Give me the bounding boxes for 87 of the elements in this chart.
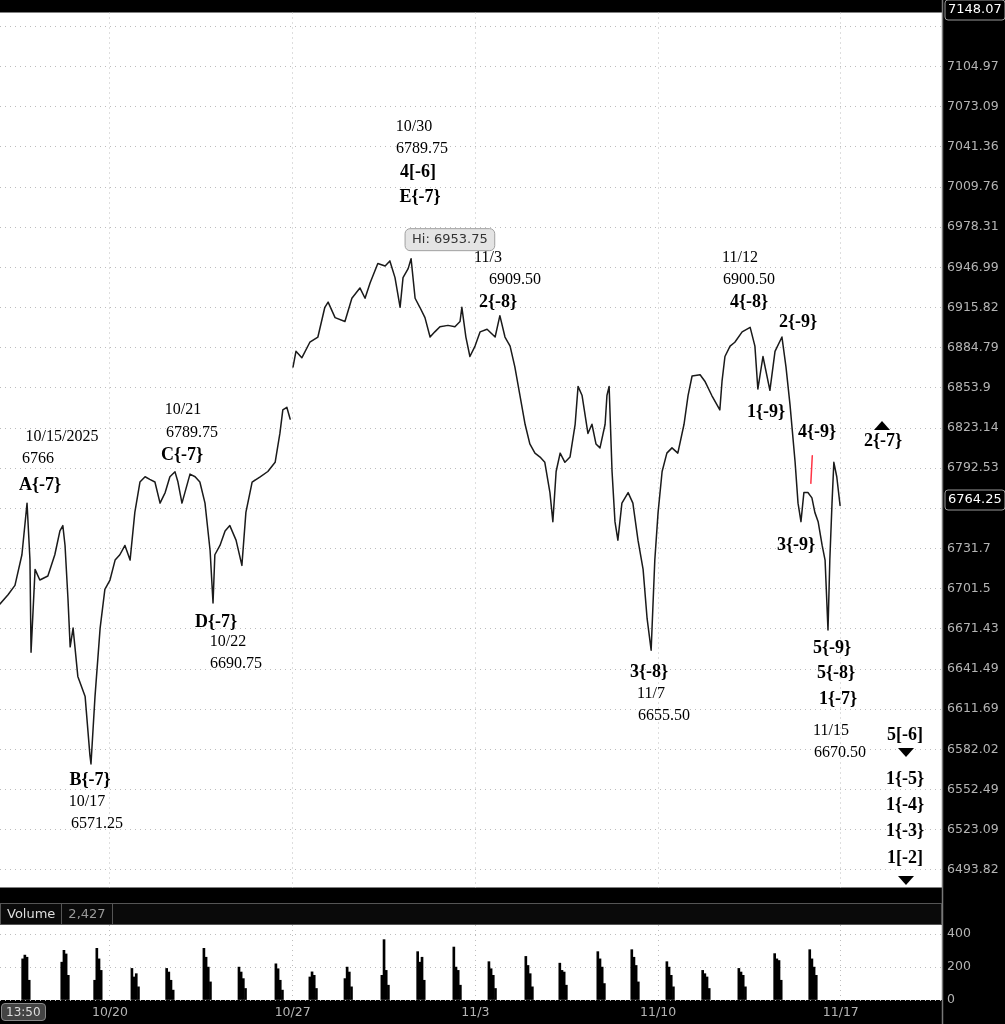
annotation: 4{-8} bbox=[729, 290, 769, 311]
y-tick-label: 6611.69 bbox=[947, 700, 999, 716]
y-tick-label: 6641.49 bbox=[947, 660, 999, 676]
y-tick-label: 6582.02 bbox=[947, 740, 999, 756]
annotation: 10/15/2025 bbox=[25, 427, 99, 445]
bar bbox=[21, 958, 25, 1000]
annotation: B{-7} bbox=[69, 768, 111, 789]
annotation: 6789.75 bbox=[166, 423, 218, 441]
annotation: E{-7} bbox=[399, 185, 441, 206]
y-tick-label: 6552.49 bbox=[947, 780, 999, 796]
annotation: 6766 bbox=[22, 449, 54, 467]
y-tick-label: 6792.53 bbox=[947, 459, 999, 475]
x-tick-label: 11/17 bbox=[822, 1003, 859, 1019]
annotation: 11/15 bbox=[813, 721, 849, 739]
bar bbox=[95, 948, 99, 1000]
y-tick-label: 7073.09 bbox=[947, 97, 999, 113]
y-tick-label: 7009.76 bbox=[947, 178, 999, 194]
annotation: 10/21 bbox=[164, 400, 202, 418]
annotation: 1{-9} bbox=[746, 400, 786, 421]
annotation: 1{-4} bbox=[885, 793, 925, 814]
y-tick-label: 6823.14 bbox=[947, 419, 999, 435]
y-tick-label: 6915.82 bbox=[947, 298, 999, 314]
text: 2,427 bbox=[62, 904, 113, 924]
annotation: 11/3 bbox=[474, 248, 502, 266]
y-tick-label: 6978.31 bbox=[947, 218, 999, 234]
bar bbox=[416, 951, 420, 1000]
annotation: 1{-3} bbox=[885, 819, 925, 840]
bar bbox=[596, 951, 600, 1000]
y-tick-label: 6493.82 bbox=[947, 861, 999, 877]
annotation: 6909.50 bbox=[489, 270, 541, 288]
bar bbox=[741, 975, 745, 1000]
x-tick-label: 11/3 bbox=[461, 1003, 490, 1019]
chart-title: Volume bbox=[1, 904, 63, 924]
y-tick-label: 6946.99 bbox=[947, 258, 999, 274]
annotation: 11/7 bbox=[637, 684, 665, 702]
y-tick-label: 6701.5 bbox=[947, 579, 991, 595]
annotation: 1{-7} bbox=[818, 687, 858, 708]
y-tick-label: 6671.43 bbox=[947, 620, 999, 636]
annotation: 10/17 bbox=[68, 792, 106, 810]
annotation: 1[-2] bbox=[887, 846, 923, 867]
annotation: 6670.50 bbox=[814, 743, 866, 761]
annotation: 2{-8} bbox=[478, 290, 518, 311]
bar bbox=[773, 953, 776, 1000]
annotation: D{-7} bbox=[194, 610, 238, 631]
annotation: 5{-9} bbox=[812, 636, 852, 657]
y-tick-label: 6884.79 bbox=[947, 338, 999, 354]
annotation: 4{-9} bbox=[797, 420, 837, 441]
annotation: 6789.75 bbox=[396, 139, 448, 157]
annotation: 5{-8} bbox=[816, 661, 856, 682]
bar bbox=[558, 962, 562, 1000]
bar bbox=[347, 971, 351, 1000]
annotation: 1{-5} bbox=[885, 767, 925, 788]
bar bbox=[630, 949, 634, 1000]
y-tick-label: 6731.7 bbox=[947, 539, 991, 555]
bar bbox=[808, 949, 812, 1000]
annotation: 5[-6] bbox=[887, 723, 923, 744]
annotation: Hi: 6953.75 bbox=[412, 231, 488, 247]
annotation: 6900.50 bbox=[723, 270, 775, 288]
y-tick-label: 7041.36 bbox=[947, 138, 999, 154]
y-tick-label: 0 bbox=[947, 991, 955, 1007]
x-tick-label: 10/20 bbox=[91, 1003, 129, 1019]
annotation: 2{-7} bbox=[863, 429, 903, 450]
x-tick-label: 11/10 bbox=[640, 1003, 677, 1019]
annotation: 6690.75 bbox=[210, 654, 262, 672]
y-tick-label: 7104.97 bbox=[947, 57, 999, 73]
annotation: 3{-8} bbox=[629, 660, 669, 681]
annotation: 6571.25 bbox=[71, 814, 123, 832]
annotation: 11/12 bbox=[722, 248, 758, 266]
text: 7148.07 bbox=[948, 1, 1002, 17]
x-tick-label: 10/27 bbox=[274, 1003, 311, 1019]
text: 13:50 bbox=[1, 1003, 46, 1021]
text: 6764.25 bbox=[948, 491, 1002, 507]
annotation: C{-7} bbox=[160, 443, 204, 464]
annotation: 2{-9} bbox=[778, 310, 818, 331]
annotation: 6655.50 bbox=[638, 706, 690, 724]
y-tick-label: 6523.09 bbox=[947, 820, 999, 836]
annotation: 10/30 bbox=[395, 117, 433, 135]
annotation: 3{-9} bbox=[776, 533, 816, 554]
bar bbox=[456, 970, 460, 1000]
annotation: 4[-6] bbox=[400, 160, 436, 181]
annotation: 10/22 bbox=[209, 632, 247, 650]
y-tick-label: 400 bbox=[947, 925, 971, 941]
y-tick-label: 200 bbox=[947, 958, 971, 974]
y-tick-label: 6853.9 bbox=[947, 379, 991, 395]
annotation: A{-7} bbox=[18, 473, 62, 494]
bar bbox=[524, 956, 528, 1000]
bar bbox=[312, 975, 316, 1000]
